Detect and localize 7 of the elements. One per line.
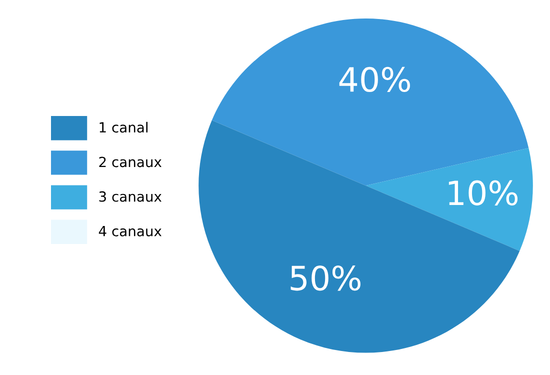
legend-label: 1 canal <box>100 122 148 133</box>
data-label: 40% <box>339 66 410 92</box>
legend-label: 4 canaux <box>98 226 162 236</box>
data-label: 50% <box>290 265 360 291</box>
legend-label: 2 canaux <box>99 156 162 168</box>
legend-label: 3 canaux <box>99 191 162 202</box>
data-label: 10% <box>448 180 518 206</box>
